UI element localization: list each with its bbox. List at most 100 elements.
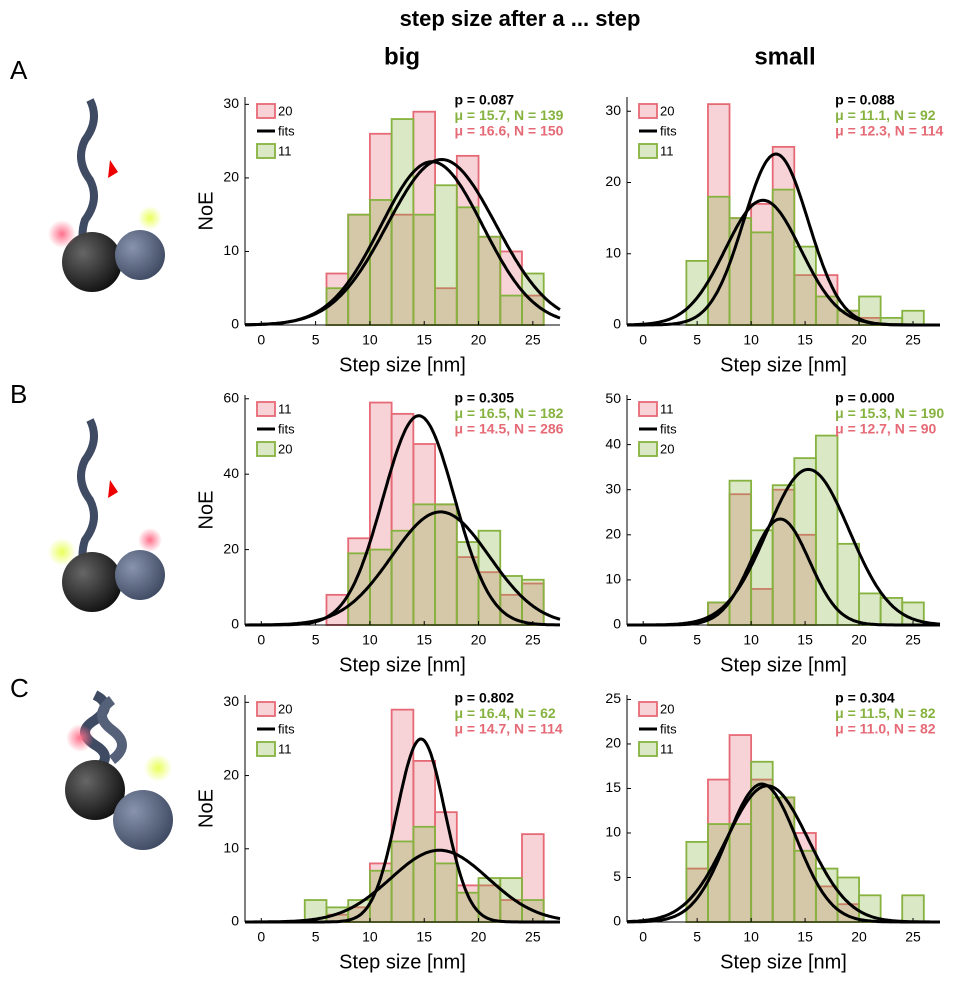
y-tick-label: 60: [223, 389, 239, 405]
annotation: μ = 14.5, N = 286: [454, 421, 563, 437]
panel-letter: C: [10, 673, 29, 703]
x-tick-label: 15: [797, 929, 813, 945]
legend-box: [635, 101, 683, 165]
x-tick-label: 5: [693, 632, 701, 648]
legend-label: 11: [278, 741, 292, 756]
annotation: μ = 16.5, N = 182: [454, 405, 563, 421]
x-tick-label: 0: [257, 929, 265, 945]
fit-curve: [245, 160, 561, 327]
annotation: μ = 15.7, N = 139: [454, 107, 563, 123]
y-tick-label: 0: [613, 316, 621, 332]
x-tick-label: 5: [693, 929, 701, 945]
y-tick-label: 0: [613, 616, 621, 632]
legend-label: 20: [278, 441, 292, 456]
y-tick-label: 30: [223, 693, 239, 709]
x-tick-label: 5: [312, 332, 320, 348]
histogram-bar: [521, 578, 545, 626]
motor-icon: [65, 690, 173, 850]
y-tick-label: 0: [231, 913, 239, 929]
y-tick-label: 25: [605, 690, 621, 706]
annotation: p = 0.087: [454, 92, 514, 108]
x-tick-label: 25: [905, 332, 921, 348]
legend-box: [253, 399, 301, 463]
legend-swatch: [256, 143, 276, 159]
y-tick-label: 40: [605, 435, 621, 451]
y-tick-label: 10: [223, 839, 239, 855]
column-header: small: [754, 43, 815, 70]
x-tick-label: 15: [416, 929, 432, 945]
y-tick-label: 20: [223, 540, 239, 556]
x-axis-label: Step size [nm]: [339, 951, 466, 973]
annotation: μ = 14.7, N = 114: [454, 721, 562, 737]
legend-swatch: [638, 741, 658, 757]
x-tick-label: 0: [257, 332, 265, 348]
figure-title: step size after a ... step: [400, 6, 641, 31]
histogram-bar: [390, 118, 415, 326]
annotation: μ = 11.5, N = 82: [835, 705, 936, 721]
y-tick-label: 5: [613, 868, 621, 884]
legend-swatch: [638, 701, 658, 717]
legend-label: 20: [660, 103, 674, 118]
motor-icon: [48, 98, 165, 292]
legend-label: 11: [278, 401, 292, 416]
legend-swatch: [256, 701, 276, 717]
legend-label: fits: [278, 721, 295, 736]
x-tick-label: 25: [525, 632, 541, 648]
x-tick-label: 10: [743, 332, 759, 348]
x-tick-label: 5: [693, 332, 701, 348]
annotation: μ = 15.3, N = 190: [835, 405, 944, 421]
legend-swatch: [256, 103, 276, 119]
x-tick-label: 25: [525, 929, 541, 945]
histogram-bar: [390, 529, 415, 626]
annotation: μ = 11.1, N = 92: [835, 107, 936, 123]
x-tick-label: 0: [639, 332, 647, 348]
x-tick-label: 20: [471, 632, 487, 648]
y-tick-label: 10: [605, 824, 621, 840]
x-tick-label: 25: [905, 632, 921, 648]
legend-swatch: [256, 441, 276, 457]
histogram-bar: [901, 894, 925, 923]
fit-curve: [245, 510, 561, 627]
x-tick-label: 20: [851, 929, 867, 945]
legend-label: 11: [660, 741, 674, 756]
annotation: μ = 16.6, N = 150: [454, 123, 563, 139]
histogram-bar: [728, 479, 753, 626]
x-axis-label: Step size [nm]: [720, 951, 847, 973]
legend-box: [253, 101, 301, 165]
x-axis-label: Step size [nm]: [720, 354, 847, 376]
y-tick-label: 30: [605, 102, 621, 118]
histogram-bar: [434, 184, 458, 326]
x-tick-label: 0: [639, 929, 647, 945]
x-tick-label: 10: [362, 929, 378, 945]
y-axis-label: NoE: [195, 491, 217, 530]
annotation: p = 0.305: [454, 390, 514, 406]
legend-box: [253, 699, 301, 763]
legend-swatch: [256, 401, 276, 417]
legend-label: fits: [660, 421, 677, 436]
annotation: p = 0.304: [835, 690, 895, 706]
legend-label: fits: [660, 123, 677, 138]
x-tick-label: 20: [851, 332, 867, 348]
histogram-bar: [499, 877, 523, 923]
histogram-bar: [347, 213, 371, 326]
fit-curve: [627, 784, 940, 924]
legend-label: fits: [278, 123, 295, 138]
histogram-bar: [814, 295, 839, 326]
annotation: p = 0.000: [835, 390, 895, 406]
y-tick-label: 30: [605, 480, 621, 496]
y-tick-label: 20: [605, 173, 621, 189]
motor-icon: [48, 418, 165, 612]
histogram-bar: [434, 862, 458, 923]
x-tick-label: 10: [743, 632, 759, 648]
x-tick-label: 10: [743, 929, 759, 945]
y-tick-label: 30: [223, 95, 239, 111]
y-tick-label: 20: [605, 735, 621, 751]
x-tick-label: 15: [797, 632, 813, 648]
legend-swatch: [638, 103, 658, 119]
x-tick-label: 20: [471, 332, 487, 348]
y-tick-label: 15: [605, 779, 621, 795]
y-tick-label: 40: [223, 465, 239, 481]
histogram-bar: [412, 825, 436, 923]
annotation: μ = 16.4, N = 62: [454, 705, 555, 721]
histogram-bar: [728, 823, 753, 923]
